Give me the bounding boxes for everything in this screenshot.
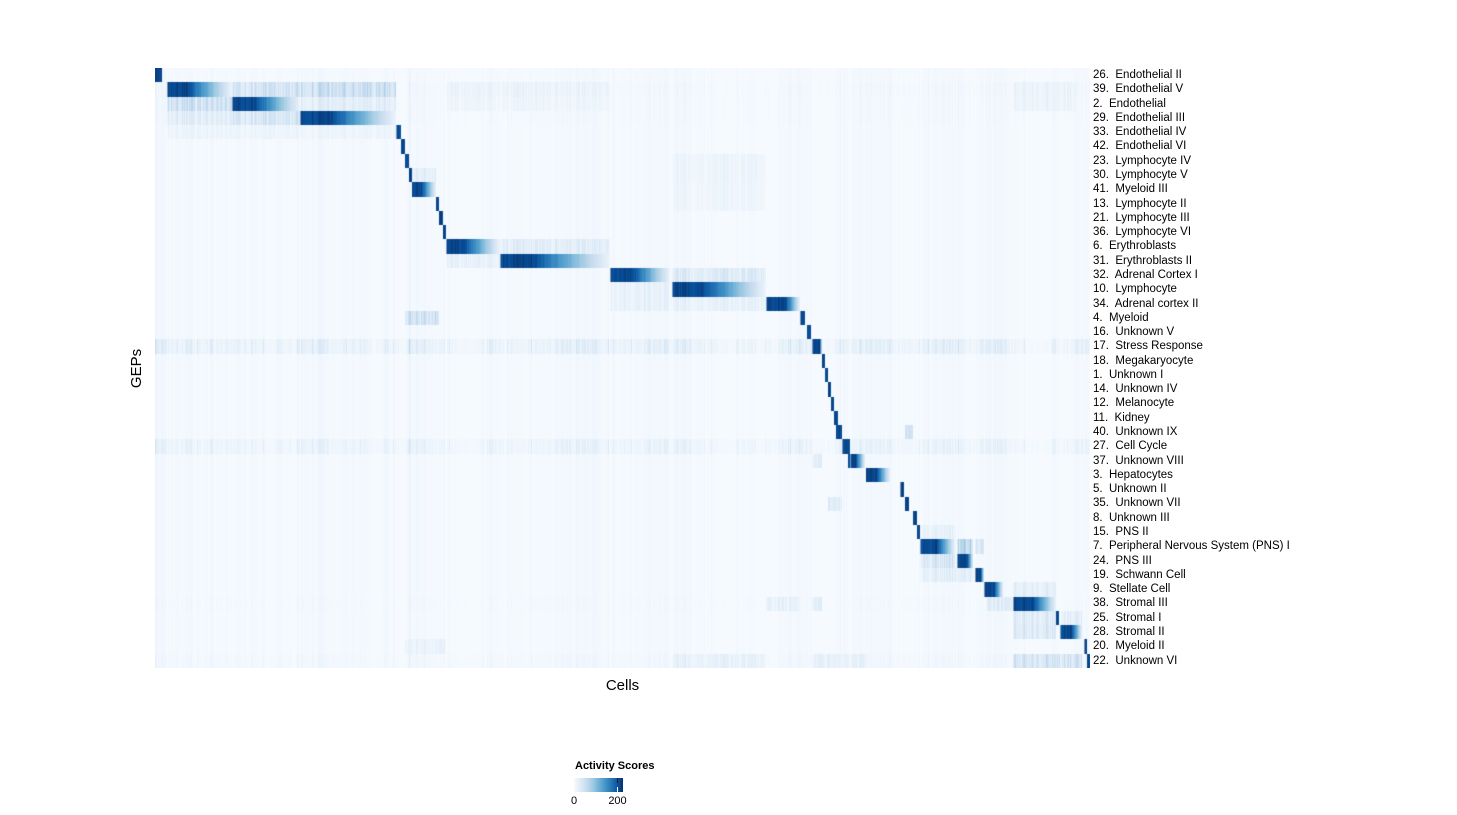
gep-row-label: 7. Peripheral Nervous System (PNS) I (1093, 540, 1290, 553)
gep-row-label: 41. Myeloid III (1093, 183, 1168, 196)
gep-row-label: 40. Unknown IX (1093, 426, 1178, 439)
gep-row-label: 23. Lymphocyte IV (1093, 154, 1192, 167)
gep-row-label: 39. Endothelial V (1093, 83, 1184, 96)
gep-row-labels: 26. Endothelial II 39. Endothelial V 2. En… (1093, 68, 1453, 668)
gep-row-label: 37. Unknown VIII (1093, 454, 1184, 467)
y-axis-label-text: GEPs (128, 348, 146, 388)
gep-row-label: 1. Unknown I (1093, 368, 1164, 381)
heatmap-plot-area (155, 68, 1090, 668)
gep-row-label: 5. Unknown II (1093, 483, 1167, 496)
gep-row-label: 28. Stromal II (1093, 625, 1165, 638)
gep-row-label: 9. Stellate Cell (1093, 583, 1171, 596)
gep-row-label: 15. PNS II (1093, 526, 1149, 538)
gep-row-label: 12. Melanocyte (1093, 397, 1175, 410)
gep-row-label: 25. Stromal I (1093, 611, 1162, 624)
colorbar-legend: Activity Scores 0 200 (560, 758, 760, 813)
gep-row-label: 42. Endothelial VI (1093, 140, 1187, 153)
gep-row-label: 24. PNS III (1093, 554, 1152, 567)
gep-row-label: 38. Stromal III (1093, 597, 1168, 610)
heatmap-canvas (155, 68, 1090, 668)
gep-row-label: 26. Endothelial II (1093, 69, 1182, 81)
gep-row-label: 34. Adrenal cortex II (1093, 297, 1199, 310)
gep-row-label: 36. Lymphocyte VI (1093, 226, 1192, 239)
gep-row-label: 33. Endothelial IV (1093, 126, 1187, 139)
gep-row-label: 16. Unknown V (1093, 326, 1175, 339)
gep-row-label: 4. Myeloid (1093, 311, 1149, 324)
gep-row-label: 29. Endothelial III (1093, 111, 1186, 124)
gep-row-label: 18. Megakaryocyte (1093, 354, 1194, 367)
colorbar-tick-bottom (617, 787, 618, 792)
gep-row-label: 3. Hepatocytes (1093, 468, 1173, 481)
gep-row-label: 17. Stress Response (1093, 340, 1203, 353)
gep-row-label: 19. Schwann Cell (1093, 568, 1186, 581)
gep-row-label: 31. Erythroblasts II (1093, 254, 1193, 267)
gep-row-label: 6. Erythroblasts (1093, 240, 1177, 253)
gep-row-label: 27. Cell Cycle (1093, 440, 1168, 453)
gep-row-label: 21. Lymphocyte III (1093, 211, 1190, 224)
gep-row-label: 30. Lymphocyte V (1093, 168, 1188, 181)
x-axis-label: Cells (605, 677, 640, 694)
gep-row-label: 22. Unknown VI (1093, 654, 1178, 667)
gep-row-label: 14. Unknown IV (1093, 383, 1178, 396)
y-axis-label: GEPs (126, 68, 148, 668)
gep-row-label: 11. Kidney (1093, 411, 1150, 424)
colorbar-tick-top (617, 778, 618, 783)
gep-row-label: 2. Endothelial (1093, 97, 1166, 110)
gep-row-label: 13. Lymphocyte II (1093, 197, 1187, 210)
gep-row-label: 8. Unknown III (1093, 511, 1170, 524)
legend-title: Activity Scores (575, 760, 655, 772)
gep-row-label: 20. Myeloid II (1093, 640, 1165, 653)
colorbar-gradient (574, 778, 623, 792)
colorbar-tick-label: 200 (608, 795, 627, 807)
gep-row-label: 10. Lymphocyte (1093, 283, 1177, 296)
gep-row-label: 32. Adrenal Cortex I (1093, 268, 1198, 281)
colorbar-min-label: 0 (570, 795, 578, 807)
gep-row-label: 35. Unknown VII (1093, 497, 1181, 510)
